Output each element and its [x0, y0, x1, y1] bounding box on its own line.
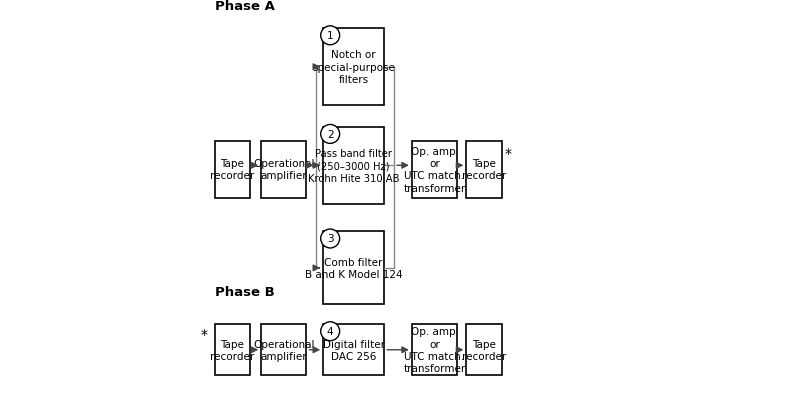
FancyBboxPatch shape [214, 141, 250, 198]
FancyBboxPatch shape [261, 324, 306, 375]
Text: 1: 1 [327, 31, 334, 41]
Text: 2: 2 [327, 130, 334, 140]
FancyBboxPatch shape [323, 128, 384, 204]
Text: Tape
recorder: Tape recorder [462, 339, 506, 361]
Text: Op. amp.
or
UTC match.
transformer: Op. amp. or UTC match. transformer [403, 326, 466, 373]
Text: Phase A: Phase A [214, 0, 274, 13]
Circle shape [321, 230, 340, 248]
FancyBboxPatch shape [323, 29, 384, 106]
FancyBboxPatch shape [261, 141, 306, 198]
FancyBboxPatch shape [466, 141, 502, 198]
Text: Digital filter
DAC 256: Digital filter DAC 256 [322, 339, 385, 361]
Text: Pass band filter
(250–3000 Hz)
Krohn Hite 310 AB: Pass band filter (250–3000 Hz) Krohn Hit… [308, 149, 399, 183]
FancyBboxPatch shape [323, 324, 384, 375]
Text: *: * [505, 147, 512, 161]
FancyBboxPatch shape [466, 324, 502, 375]
Circle shape [321, 322, 340, 341]
Text: Op. amp.
or
UTC match.
transformer: Op. amp. or UTC match. transformer [403, 146, 466, 193]
Text: 3: 3 [327, 234, 334, 244]
Text: Tape
recorder: Tape recorder [210, 339, 254, 361]
Text: Tape
recorder: Tape recorder [462, 159, 506, 181]
Text: Phase B: Phase B [214, 286, 274, 299]
Text: *: * [201, 327, 207, 341]
Text: Operational
amplifier: Operational amplifier [253, 339, 314, 361]
Circle shape [321, 125, 340, 144]
Text: Tape
recorder: Tape recorder [210, 159, 254, 181]
FancyBboxPatch shape [412, 141, 458, 198]
Text: 4: 4 [327, 326, 334, 337]
FancyBboxPatch shape [323, 232, 384, 305]
Text: Comb filter
B and K Model 124: Comb filter B and K Model 124 [305, 257, 402, 279]
Circle shape [321, 27, 340, 46]
Text: Notch or
special-purpose
filters: Notch or special-purpose filters [312, 50, 395, 85]
Text: Operational
amplifier: Operational amplifier [253, 159, 314, 181]
FancyBboxPatch shape [412, 324, 458, 375]
FancyBboxPatch shape [214, 324, 250, 375]
